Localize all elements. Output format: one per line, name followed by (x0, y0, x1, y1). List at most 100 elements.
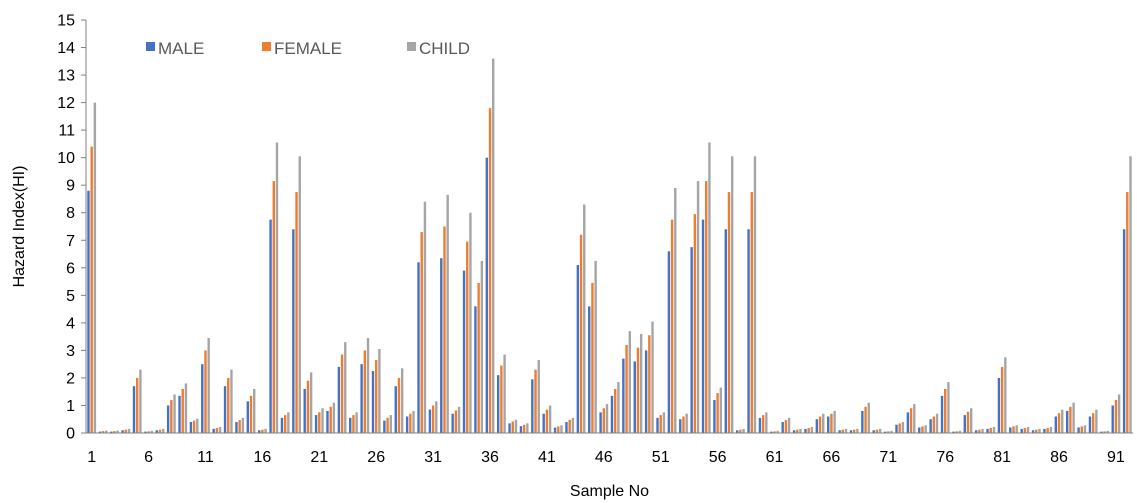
legend-swatch-male (146, 42, 155, 51)
bar-female-sample-69 (864, 406, 867, 433)
bar-male-sample-59 (747, 229, 750, 433)
bar-female-sample-29 (409, 413, 412, 433)
x-tick-label: 56 (709, 449, 727, 466)
bar-female-sample-75 (932, 416, 936, 433)
bar-male-sample-3 (110, 431, 113, 433)
bar-male-sample-92 (1122, 229, 1126, 433)
bar-child-sample-82 (1015, 425, 1018, 433)
bar-male-sample-72 (895, 424, 898, 433)
bar-male-sample-16 (258, 430, 261, 433)
bar-child-sample-14 (241, 417, 245, 433)
bar-female-sample-38 (511, 421, 514, 433)
x-tick-label: 91 (1107, 449, 1125, 466)
bar-male-sample-11 (201, 364, 204, 433)
bar-male-sample-66 (827, 416, 830, 433)
bar-male-sample-64 (804, 428, 807, 433)
bar-male-sample-42 (553, 427, 557, 433)
bar-child-sample-9 (184, 383, 188, 433)
bar-child-sample-1 (93, 102, 97, 433)
x-tick-label: 31 (424, 449, 442, 466)
bar-male-sample-57 (724, 229, 727, 433)
bar-male-sample-26 (371, 371, 375, 433)
bar-male-sample-14 (235, 421, 238, 433)
x-tick-label: 76 (936, 449, 954, 466)
bar-child-sample-68 (856, 428, 859, 433)
bar-child-sample-45 (594, 260, 597, 433)
bar-child-sample-18 (287, 412, 290, 433)
bar-child-sample-23 (344, 342, 347, 433)
bar-child-sample-65 (822, 413, 825, 433)
bar-male-sample-61 (770, 431, 773, 433)
bar-male-sample-2 (98, 431, 102, 433)
bar-child-sample-24 (355, 412, 358, 433)
bar-child-sample-43 (571, 417, 575, 433)
bar-child-sample-22 (332, 402, 336, 433)
bar-female-sample-88 (1080, 426, 1083, 433)
bar-male-sample-89 (1088, 416, 1092, 433)
bar-male-sample-37 (496, 375, 500, 433)
bar-child-sample-16 (264, 428, 267, 433)
bar-child-sample-85 (1049, 426, 1053, 433)
bar-male-sample-50 (644, 350, 648, 433)
bar-male-sample-68 (849, 430, 853, 433)
y-tick-label: 6 (66, 260, 75, 277)
bar-male-sample-27 (383, 420, 386, 433)
bar-female-sample-77 (955, 431, 958, 433)
bar-child-sample-73 (913, 404, 916, 433)
bar-female-sample-66 (830, 413, 833, 433)
bar-female-sample-60 (761, 415, 765, 433)
bar-female-sample-39 (522, 424, 526, 433)
y-tick-label: 3 (66, 343, 75, 360)
bar-child-sample-4 (127, 428, 131, 433)
x-tick-label: 66 (823, 449, 841, 466)
bar-female-sample-81 (1000, 366, 1004, 433)
bar-male-sample-78 (963, 415, 966, 433)
bar-child-sample-46 (605, 404, 609, 433)
bar-male-sample-30 (417, 262, 420, 433)
bar-female-sample-24 (352, 415, 355, 433)
bar-male-sample-41 (542, 413, 545, 433)
bar-child-sample-51 (662, 412, 666, 433)
bar-male-sample-34 (462, 270, 466, 433)
y-axis-title: Hazard Index(HI) (11, 166, 28, 288)
bar-male-sample-88 (1077, 427, 1080, 433)
bar-female-sample-19 (295, 192, 298, 433)
x-axis-title: Sample No (570, 483, 649, 500)
y-tick-label: 15 (57, 13, 75, 30)
bar-female-sample-37 (500, 365, 503, 433)
x-tick-label: 51 (652, 449, 670, 466)
bar-female-sample-62 (784, 420, 788, 433)
bar-child-sample-34 (469, 212, 472, 433)
bar-child-sample-19 (298, 156, 301, 434)
legend-swatch-child (407, 42, 416, 51)
y-tick-label: 12 (57, 95, 75, 112)
bar-female-sample-14 (238, 420, 241, 433)
bar-male-sample-56 (713, 399, 716, 433)
bar-child-sample-49 (639, 333, 643, 433)
bar-child-sample-7 (161, 428, 165, 433)
bar-male-sample-35 (474, 306, 477, 433)
bar-male-sample-24 (349, 417, 352, 433)
x-tick-label: 11 (197, 449, 214, 466)
bar-female-sample-71 (887, 431, 890, 433)
bar-male-sample-81 (997, 377, 1001, 433)
bar-male-sample-40 (531, 379, 534, 433)
bar-female-sample-68 (852, 429, 856, 433)
legend: MALE FEMALE CHILD (146, 39, 470, 58)
bar-child-sample-15 (253, 388, 256, 433)
bar-female-sample-30 (420, 232, 423, 433)
bar-female-sample-58 (739, 429, 742, 433)
bar-female-sample-80 (989, 428, 992, 433)
bar-male-sample-15 (246, 401, 250, 433)
bar-female-sample-26 (375, 360, 378, 433)
bar-male-sample-23 (337, 366, 341, 433)
bar-child-sample-64 (810, 426, 814, 433)
bar-female-sample-76 (944, 388, 947, 433)
bar-male-sample-6 (144, 431, 147, 433)
x-tick-label: 41 (538, 449, 556, 466)
bar-child-sample-79 (981, 428, 984, 433)
bar-child-sample-48 (628, 331, 631, 433)
bar-male-sample-90 (1100, 431, 1103, 433)
bar-male-sample-21 (314, 415, 318, 433)
bar-female-sample-70 (875, 429, 879, 433)
